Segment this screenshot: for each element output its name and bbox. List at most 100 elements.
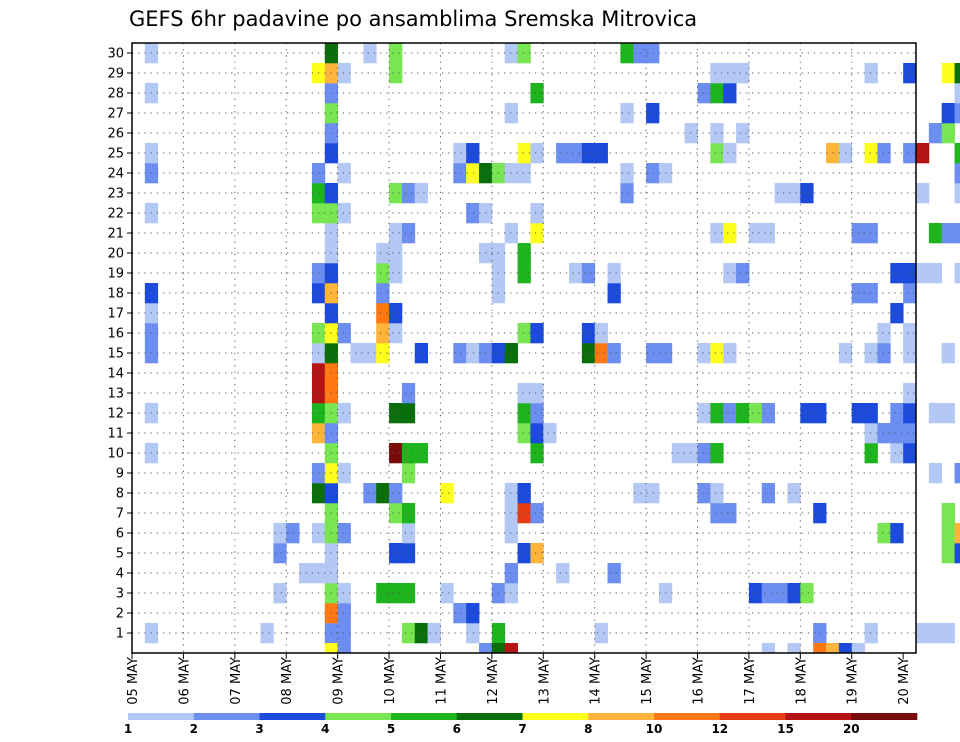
heatmap-cell <box>376 483 390 504</box>
legend-label: 7 <box>518 722 526 736</box>
x-tick-label: 12 MAY <box>486 657 501 705</box>
legend-swatch <box>325 713 392 720</box>
heatmap-cell <box>710 343 724 364</box>
heatmap-cell <box>954 543 960 564</box>
heatmap-cell <box>864 343 878 364</box>
heatmap-cell <box>890 423 904 444</box>
heatmap-cell <box>697 483 711 504</box>
heatmap-cell <box>697 403 711 424</box>
y-tick-label: 24 <box>107 167 124 182</box>
heatmap-cell <box>517 163 531 184</box>
heatmap-cell <box>851 643 865 654</box>
heatmap-cell <box>594 143 608 164</box>
y-tick-label: 21 <box>107 227 124 242</box>
heatmap-cell <box>813 643 827 654</box>
heatmap-cell <box>466 143 480 164</box>
heatmap-cell <box>774 183 788 204</box>
legend-swatch <box>719 713 786 720</box>
heatmap-cell <box>530 143 544 164</box>
heatmap-cell <box>401 463 416 484</box>
legend-swatch <box>588 713 655 720</box>
heatmap-cell <box>517 143 531 164</box>
heatmap-cell <box>916 183 930 204</box>
heatmap-cell <box>350 343 364 364</box>
heatmap-cell <box>774 583 788 604</box>
heatmap-cell <box>813 623 827 644</box>
heatmap-cell <box>466 623 480 644</box>
x-tick-label: 07 MAY <box>229 657 244 705</box>
heatmap-cell <box>903 283 917 304</box>
legend-swatch <box>456 713 523 720</box>
heatmap-cell <box>440 583 454 604</box>
heatmap-cell <box>376 303 390 324</box>
heatmap-cell <box>376 263 390 284</box>
y-tick-label: 5 <box>116 547 124 562</box>
heatmap-cell <box>401 503 416 524</box>
heatmap-cell <box>581 323 596 344</box>
y-tick-label: 29 <box>107 67 124 82</box>
heatmap-cell <box>517 483 531 504</box>
heatmap-cell <box>941 543 955 564</box>
x-tick-label: 10 MAY <box>383 657 398 705</box>
heatmap-cell <box>337 323 351 344</box>
heatmap-cell <box>800 583 814 604</box>
heatmap-cell <box>389 323 403 344</box>
heatmap-cell <box>903 443 917 464</box>
heatmap-cell <box>530 543 544 564</box>
heatmap-cell <box>286 523 300 544</box>
heatmap-cell <box>800 183 814 204</box>
heatmap-cell <box>479 643 493 654</box>
heatmap-cell <box>260 623 274 644</box>
heatmap-cell <box>864 63 878 84</box>
heatmap-cell <box>954 463 960 484</box>
heatmap-cell <box>761 403 776 424</box>
x-tick-label: 08 MAY <box>280 657 295 705</box>
heatmap-cell <box>941 123 955 144</box>
heatmap-cell <box>800 403 814 424</box>
heatmap-cell <box>646 483 660 504</box>
legend-swatch <box>259 713 326 720</box>
heatmap-cell <box>748 403 763 424</box>
heatmap-cell <box>517 503 531 524</box>
heatmap-cell <box>466 343 480 364</box>
heatmap-cell <box>864 443 878 464</box>
heatmap-cell <box>337 403 351 424</box>
y-tick-label: 17 <box>107 307 124 322</box>
heatmap-cell <box>556 143 570 164</box>
x-tick-label: 18 MAY <box>794 657 809 705</box>
heatmap-cell <box>389 403 403 424</box>
legend-label: 10 <box>646 722 663 736</box>
legend-label: 4 <box>321 722 329 736</box>
heatmap-cell <box>903 323 917 344</box>
heatmap-cell <box>928 263 943 284</box>
heatmap-cell <box>273 543 287 564</box>
heatmap-cell <box>710 143 724 164</box>
heatmap-cell <box>401 543 416 564</box>
heatmap-cell <box>337 643 351 654</box>
heatmap-cell <box>389 183 403 204</box>
heatmap-cell <box>401 383 416 404</box>
heatmap-cell <box>928 123 943 144</box>
heatmap-cell <box>916 263 930 284</box>
heatmap-cell <box>864 623 878 644</box>
y-tick-label: 11 <box>107 427 124 442</box>
heatmap-cell <box>697 443 711 464</box>
y-tick-label: 12 <box>107 407 124 422</box>
heatmap-cell <box>748 583 763 604</box>
heatmap-cell <box>890 303 904 324</box>
y-tick-label: 6 <box>116 527 124 542</box>
heatmap-cell <box>954 223 960 244</box>
heatmap-cell <box>363 43 377 64</box>
heatmap-cell <box>877 143 891 164</box>
heatmap-cell <box>736 123 750 144</box>
heatmap-cell <box>903 143 917 164</box>
heatmap-cell <box>877 423 891 444</box>
heatmap-cell <box>941 523 955 544</box>
heatmap-cell <box>941 403 955 424</box>
heatmap-cell <box>517 423 531 444</box>
y-tick-label: 16 <box>107 327 124 342</box>
heatmap-cell <box>954 183 960 204</box>
x-tick-label: 16 MAY <box>692 657 707 705</box>
heatmap-cell <box>389 503 403 524</box>
x-tick-label: 19 MAY <box>846 657 861 705</box>
